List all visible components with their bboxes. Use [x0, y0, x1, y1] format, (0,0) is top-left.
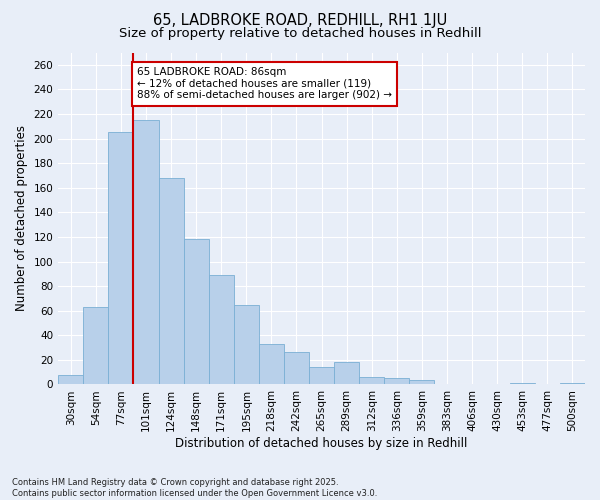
Bar: [334, 362, 359, 384]
Bar: [259, 344, 284, 385]
Bar: [284, 352, 309, 384]
Bar: [385, 378, 409, 384]
Text: Contains HM Land Registry data © Crown copyright and database right 2025.
Contai: Contains HM Land Registry data © Crown c…: [12, 478, 377, 498]
Text: 65, LADBROKE ROAD, REDHILL, RH1 1JU: 65, LADBROKE ROAD, REDHILL, RH1 1JU: [153, 12, 447, 28]
Text: Size of property relative to detached houses in Redhill: Size of property relative to detached ho…: [119, 28, 481, 40]
X-axis label: Distribution of detached houses by size in Redhill: Distribution of detached houses by size …: [175, 437, 468, 450]
Bar: [510, 383, 535, 384]
Bar: [158, 178, 184, 384]
Bar: [184, 240, 209, 384]
Bar: [133, 120, 158, 384]
Bar: [309, 367, 334, 384]
Bar: [234, 304, 259, 384]
Bar: [83, 307, 109, 384]
Bar: [58, 374, 83, 384]
Bar: [409, 380, 434, 384]
Text: 65 LADBROKE ROAD: 86sqm
← 12% of detached houses are smaller (119)
88% of semi-d: 65 LADBROKE ROAD: 86sqm ← 12% of detache…: [137, 68, 392, 100]
Bar: [560, 383, 585, 384]
Bar: [359, 377, 385, 384]
Bar: [109, 132, 133, 384]
Y-axis label: Number of detached properties: Number of detached properties: [15, 126, 28, 312]
Bar: [209, 275, 234, 384]
